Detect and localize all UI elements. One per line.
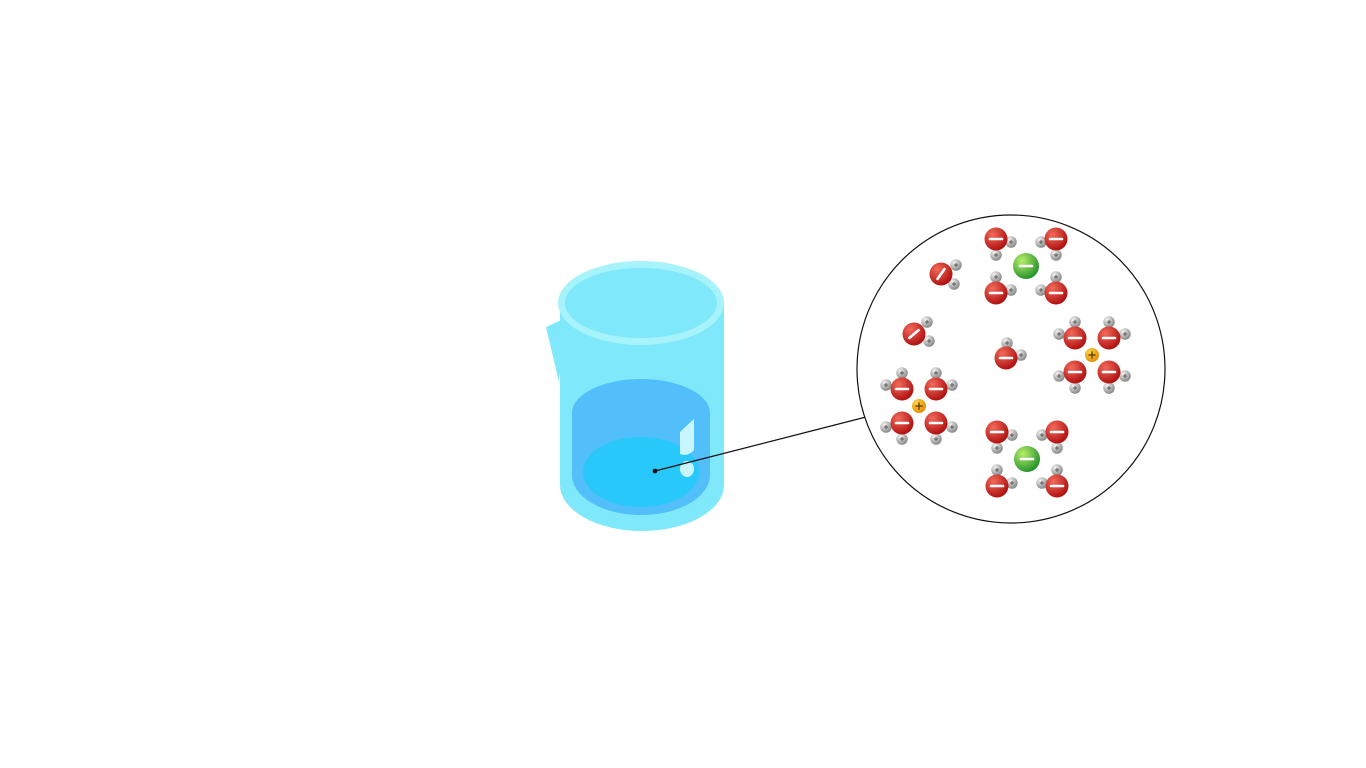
partial-charge-minus <box>936 267 946 281</box>
hydrogen-atom <box>1068 315 1082 329</box>
water-molecule-icon <box>1052 315 1087 350</box>
water-molecule-icon <box>924 366 959 401</box>
beaker <box>546 261 724 531</box>
hydrogen-atom <box>1049 270 1063 284</box>
hydrogen-atom <box>1050 463 1064 477</box>
water-molecule-icon <box>984 270 1018 305</box>
hydrogen-atom <box>895 366 909 380</box>
water-molecule-icon <box>985 420 1019 455</box>
zoom-point <box>652 468 658 474</box>
hydrogen-atom <box>879 420 893 434</box>
hydrogen-atom <box>929 432 943 446</box>
solution-surface <box>583 437 699 507</box>
hydrogen-atom <box>989 248 1003 262</box>
hydrogen-atom <box>1118 369 1132 383</box>
water-molecule-icon <box>1097 315 1132 350</box>
hydrogen-atom <box>895 432 909 446</box>
beaker-opening <box>565 268 717 338</box>
water-molecule-icon <box>1034 227 1068 262</box>
cation-icon <box>1085 348 1099 362</box>
anion-icon <box>1013 253 1039 279</box>
water-molecule-icon <box>924 411 959 446</box>
partial-charge-minus <box>908 328 920 340</box>
hydrogen-atom <box>989 270 1003 284</box>
hydrated-anion <box>985 420 1069 498</box>
hydrated-anion <box>984 227 1068 305</box>
hydrogen-atom <box>945 378 959 392</box>
zoom-view-molecules <box>879 227 1132 498</box>
hydrogen-atom <box>990 441 1004 455</box>
hydrogen-atom <box>990 463 1004 477</box>
hydrogen-atom <box>1052 369 1066 383</box>
water-molecule-icon <box>879 366 914 401</box>
water-molecule-icon <box>1034 270 1068 305</box>
zoom-leader-line <box>654 416 867 472</box>
solution-top <box>572 379 710 447</box>
anion-icon <box>1014 446 1040 472</box>
water-molecule-icon <box>994 336 1028 370</box>
water-molecule-icon <box>929 258 963 291</box>
water-molecule-icon <box>1097 360 1132 395</box>
hydrated-cation <box>1052 315 1132 395</box>
hydrogen-atom <box>1052 327 1066 341</box>
hydrogen-atom <box>879 378 893 392</box>
hydrogen-atom <box>945 420 959 434</box>
hydrogen-atom <box>920 315 934 329</box>
hydrogen-atom <box>1118 327 1132 341</box>
water-molecule-icon <box>1052 360 1087 395</box>
glass-highlight <box>680 419 694 455</box>
beaker-spout <box>546 318 566 382</box>
cation-icon <box>912 399 926 413</box>
hydrogen-atom <box>929 366 943 380</box>
hydrogen-atom <box>1049 248 1063 262</box>
hydrogen-atom <box>1102 315 1116 329</box>
zoom-view-circle <box>856 214 1166 524</box>
hydrogen-atom <box>1068 381 1082 395</box>
water-molecule-icon <box>984 227 1018 262</box>
water-molecule-icon <box>879 411 914 446</box>
water-molecule-icon <box>985 463 1019 498</box>
water-molecule-icon <box>1035 463 1069 498</box>
glass-highlight-dot <box>680 461 694 477</box>
water-molecule-icon <box>902 315 936 348</box>
water-molecule-icon <box>1035 420 1069 455</box>
hydrogen-atom <box>1050 441 1064 455</box>
hydrogen-atom <box>1102 381 1116 395</box>
hydrated-cation <box>879 366 959 446</box>
hydrogen-atom <box>949 258 963 272</box>
